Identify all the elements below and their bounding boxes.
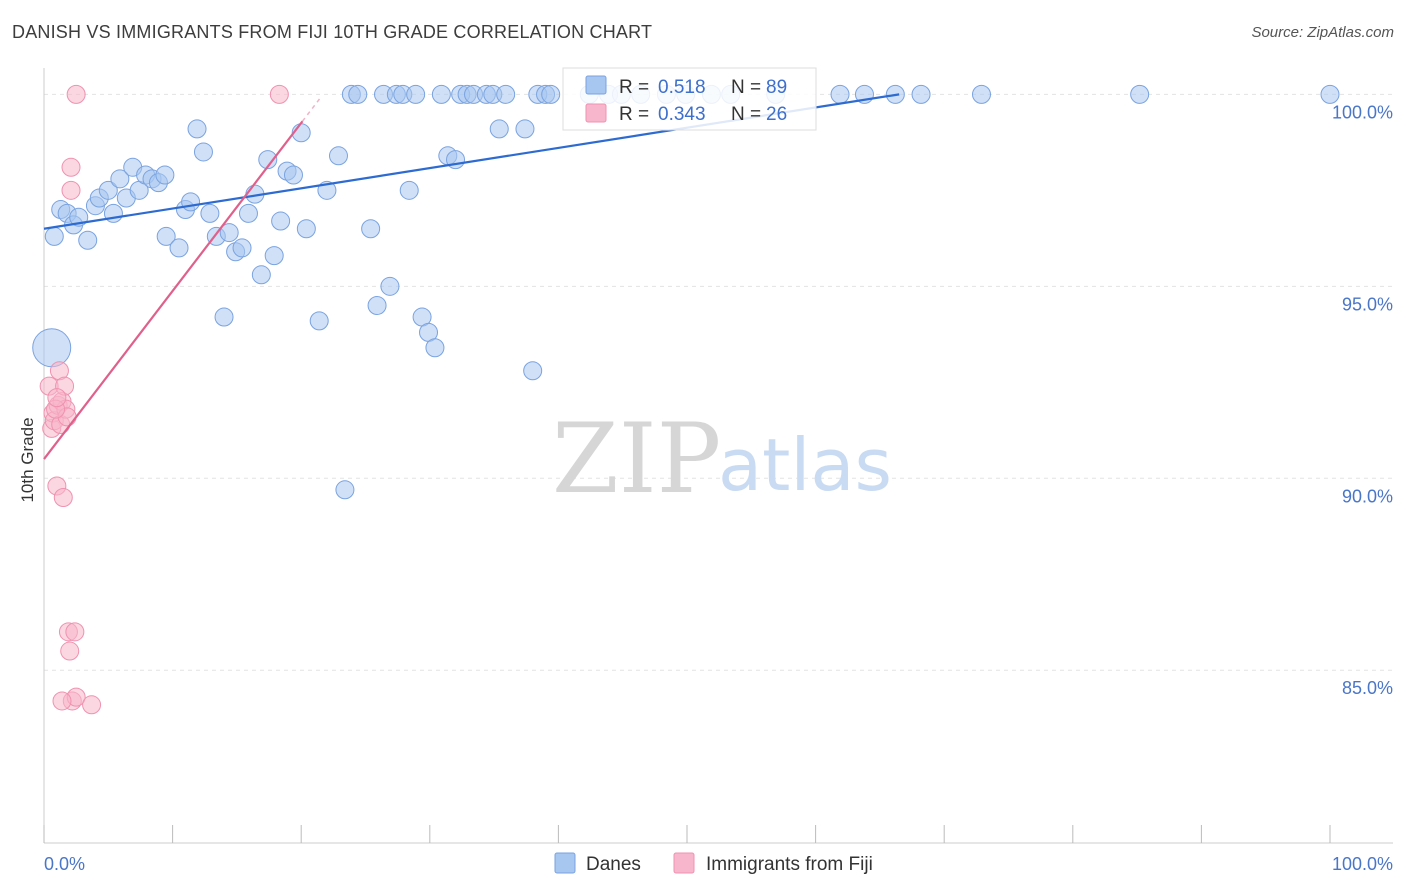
fiji-legend-key — [673, 852, 695, 874]
danes-point-22 — [181, 192, 201, 212]
danes-point-72 — [541, 84, 561, 104]
danes-point-53 — [399, 180, 419, 200]
danes-point-31 — [238, 203, 258, 223]
danes-point-35 — [264, 246, 284, 266]
danes-point-20 — [169, 238, 189, 258]
fiji-trend-extension — [301, 97, 322, 122]
danes-n-label: N = — [731, 77, 761, 98]
x-tick-labels: 0.0% 100.0% — [44, 854, 1393, 874]
danes-point-46 — [348, 84, 368, 104]
axes — [43, 68, 1393, 844]
fiji-point-18 — [65, 622, 85, 642]
danes-point-1 — [44, 226, 64, 246]
danes-point-6 — [78, 230, 98, 250]
x-tick-label-min: 0.0% — [44, 854, 85, 874]
stats-legend: R = 0.518 N = 89 R = 0.343 N = 26 — [562, 67, 817, 131]
fiji-point-9 — [53, 487, 73, 507]
danes-point-36 — [271, 211, 291, 231]
danes-point-58 — [431, 84, 451, 104]
y-axis-label: 10th Grade — [18, 417, 37, 502]
danes-r-value: 0.518 — [658, 77, 706, 98]
danes-point-25 — [200, 203, 220, 223]
fiji-point-25 — [47, 388, 67, 408]
danes-point-30 — [232, 238, 252, 258]
fiji-point-21 — [82, 695, 102, 715]
danes-point-40 — [296, 219, 316, 239]
y-tick-label-2: 95.0% — [1342, 294, 1393, 314]
fiji-legend-swatch — [585, 103, 607, 123]
fiji-point-23 — [269, 84, 289, 104]
danes-point-47 — [361, 219, 381, 239]
danes-point-50 — [380, 276, 400, 296]
y-tick-label-1: 90.0% — [1342, 486, 1393, 506]
fiji-point-14 — [60, 641, 80, 661]
danes-point-88 — [1320, 84, 1340, 104]
fiji-point-15 — [61, 180, 81, 200]
danes-point-69 — [523, 361, 543, 381]
danes-legend-key — [554, 852, 576, 874]
danes-point-28 — [219, 223, 239, 243]
danes-legend-label: Danes — [586, 854, 641, 875]
fiji-n-value: 26 — [766, 104, 787, 125]
watermark-zip: ZIP — [552, 403, 721, 515]
trend-lines — [43, 93, 900, 460]
danes-point-34 — [258, 150, 278, 170]
y-tick-label-3: 100.0% — [1332, 102, 1393, 122]
danes-point-85 — [911, 84, 931, 104]
fiji-point-22 — [66, 84, 86, 104]
danes-point-0 — [32, 328, 72, 368]
fiji-points — [39, 84, 289, 715]
fiji-n-label: N = — [731, 104, 761, 125]
fiji-legend-label: Immigrants from Fiji — [706, 854, 873, 875]
watermark-atlas: atlas — [718, 423, 892, 507]
series-legend: Danes Immigrants from Fiji — [554, 852, 873, 875]
danes-point-33 — [251, 265, 271, 285]
fiji-point-16 — [61, 157, 81, 177]
danes-r-label: R = — [619, 77, 649, 98]
fiji-r-label: R = — [619, 104, 649, 125]
fiji-r-value: 0.343 — [658, 104, 706, 125]
danes-point-23 — [187, 119, 207, 139]
danes-point-68 — [515, 119, 535, 139]
danes-point-67 — [496, 84, 516, 104]
danes-legend-swatch — [585, 75, 607, 95]
chart-title: DANISH VS IMMIGRANTS FROM FIJI 10TH GRAD… — [12, 22, 653, 42]
fiji-point-20 — [52, 691, 72, 711]
x-tick-label-max: 100.0% — [1332, 854, 1393, 874]
danes-point-18 — [155, 165, 175, 185]
source-credit: Source: ZipAtlas.com — [1251, 24, 1394, 41]
danes-point-44 — [335, 480, 355, 500]
gridlines — [44, 93, 1393, 671]
danes-point-66 — [489, 119, 509, 139]
danes-point-82 — [830, 84, 850, 104]
fiji-trend-line — [43, 120, 304, 460]
danes-point-19 — [156, 226, 176, 246]
watermark: ZIP atlas — [552, 403, 892, 515]
danes-point-43 — [328, 146, 348, 166]
danes-point-27 — [214, 307, 234, 327]
danes-point-48 — [367, 296, 387, 316]
danes-point-24 — [193, 142, 213, 162]
y-tick-labels: 85.0% 90.0% 95.0% 100.0% — [1332, 102, 1393, 698]
y-tick-label-0: 85.0% — [1342, 678, 1393, 698]
danes-point-38 — [283, 165, 303, 185]
danes-point-9 — [98, 180, 118, 200]
danes-n-value: 89 — [766, 77, 787, 98]
danes-point-86 — [971, 84, 991, 104]
danes-point-54 — [406, 84, 426, 104]
danes-point-87 — [1130, 84, 1150, 104]
danes-point-41 — [309, 311, 329, 331]
danes-point-57 — [425, 338, 445, 358]
danes-point-11 — [110, 169, 130, 189]
